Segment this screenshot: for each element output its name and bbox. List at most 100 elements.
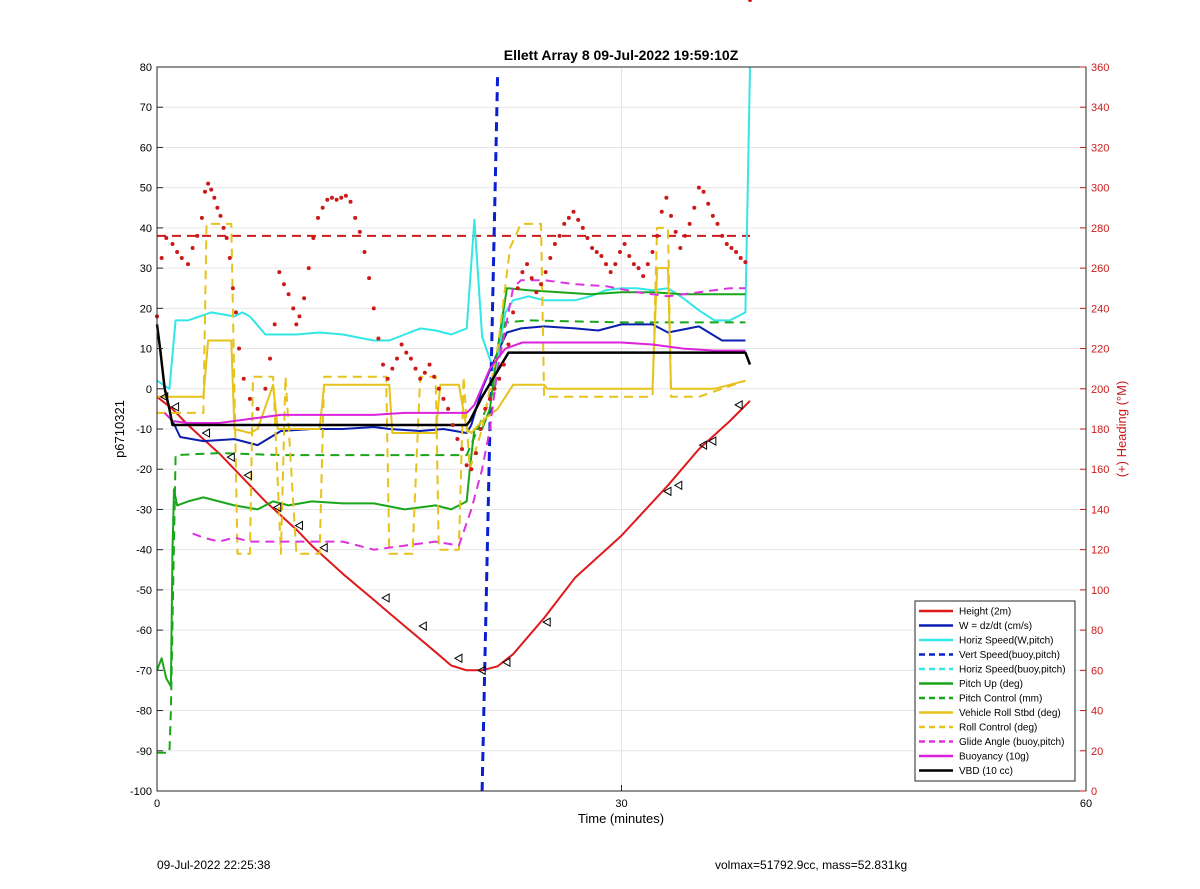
legend-label: Glide Angle (buoy,pitch) — [959, 737, 1064, 748]
direction-marker — [542, 617, 551, 627]
heading-point — [316, 215, 321, 220]
heading-point — [748, 0, 753, 2]
y-tick-label: 80 — [140, 62, 152, 74]
right-axis-ticks: 0 20 40 60 80 100 120 140 160 180 200 220 240 260 280 3… — [1080, 62, 1109, 798]
heading-point — [175, 250, 180, 255]
heading-point — [534, 290, 539, 295]
direction-markers — [159, 391, 743, 676]
heading-point — [720, 233, 725, 238]
legend-label: Roll Control (deg) — [959, 723, 1037, 734]
heading-point — [669, 213, 674, 218]
heading-point — [357, 229, 362, 234]
heading-point — [277, 270, 282, 275]
heading-point — [390, 366, 395, 371]
heading-point — [353, 215, 358, 220]
y2-tick-label: 200 — [1091, 384, 1109, 396]
heading-point — [190, 246, 195, 250]
heading-point — [170, 241, 175, 246]
heading-point — [224, 235, 229, 240]
heading-point — [724, 241, 729, 246]
direction-marker — [662, 486, 672, 497]
y-tick-label: -40 — [136, 545, 152, 557]
heading-point — [538, 282, 543, 287]
heading-point — [446, 406, 451, 411]
heading-point — [608, 270, 613, 275]
heading-point — [580, 225, 585, 230]
y2-tick-label: 100 — [1091, 585, 1109, 597]
heading-point — [715, 221, 720, 226]
series-height-2m — [156, 396, 751, 672]
heading-point — [408, 356, 413, 361]
y-tick-label: 20 — [140, 303, 152, 315]
heading-point — [195, 233, 200, 238]
series-vehicle-roll-stbd-deg — [157, 267, 746, 434]
heading-point — [682, 233, 687, 238]
heading-point — [571, 209, 576, 214]
heading-point — [469, 467, 474, 472]
y2-tick-label: 300 — [1091, 183, 1109, 195]
heading-point — [381, 362, 386, 367]
heading-point — [710, 213, 715, 218]
heading-point — [320, 205, 325, 210]
heading-point — [230, 286, 235, 291]
heading-point — [655, 233, 660, 238]
y-tick-label: -20 — [136, 464, 152, 476]
y-tick-label: -10 — [136, 424, 152, 436]
direction-marker — [381, 593, 390, 603]
chart-title: Ellett Array 8 09-Jul-2022 19:59:10Z — [504, 47, 739, 63]
heading-point — [622, 241, 627, 246]
legend-label: Pitch Control (mm) — [959, 694, 1042, 705]
heading-point — [552, 241, 557, 246]
heading-point — [385, 376, 390, 381]
heading-point — [202, 189, 207, 194]
heading-point — [339, 195, 344, 200]
heading-point — [291, 306, 296, 311]
heading-point — [185, 262, 190, 267]
direction-marker — [734, 400, 743, 410]
heading-point — [460, 447, 465, 452]
heading-point — [348, 199, 353, 204]
heading-point — [334, 197, 339, 202]
heading-point — [450, 422, 455, 427]
heading-point — [362, 250, 367, 255]
direction-marker — [159, 391, 169, 402]
heading-point — [343, 193, 348, 198]
direction-marker — [707, 436, 717, 446]
heading-point — [543, 270, 548, 275]
heading-point — [478, 427, 483, 431]
heading-point — [215, 205, 220, 210]
series-roll-control-deg — [157, 222, 746, 555]
heading-point — [590, 246, 595, 250]
heading-point — [687, 221, 692, 226]
y2-tick-label: 160 — [1091, 464, 1109, 476]
direction-marker — [673, 480, 683, 491]
heading-point — [631, 262, 636, 267]
direction-marker — [170, 402, 180, 412]
direction-marker — [477, 665, 486, 676]
direction-marker — [418, 621, 427, 631]
heading-point — [233, 310, 238, 315]
heading-point — [529, 276, 534, 281]
y-tick-label: -100 — [130, 786, 152, 798]
legend-label: W = dz/dt (cm/s) — [959, 621, 1032, 632]
y2-tick-label: 140 — [1091, 504, 1109, 516]
heading-point — [487, 396, 492, 401]
heading-point — [566, 215, 571, 220]
x-axis-ticks: 0 30 60 — [154, 785, 1092, 810]
y2-tick-label: 320 — [1091, 142, 1109, 154]
y-tick-label: 50 — [140, 183, 152, 195]
y2-tick-label: 60 — [1091, 665, 1103, 677]
y-tick-label: -30 — [136, 504, 152, 516]
heading-point — [199, 215, 204, 220]
direction-marker — [501, 657, 511, 668]
heading-point — [413, 366, 418, 371]
y-tick-label: -50 — [136, 585, 152, 597]
heading-point — [483, 406, 488, 411]
heading-point — [297, 314, 302, 319]
heading-point — [548, 256, 553, 261]
heading-point — [268, 356, 273, 361]
y2-tick-label: 240 — [1091, 303, 1109, 315]
legend-box — [914, 600, 1076, 782]
heading-point — [241, 376, 246, 381]
